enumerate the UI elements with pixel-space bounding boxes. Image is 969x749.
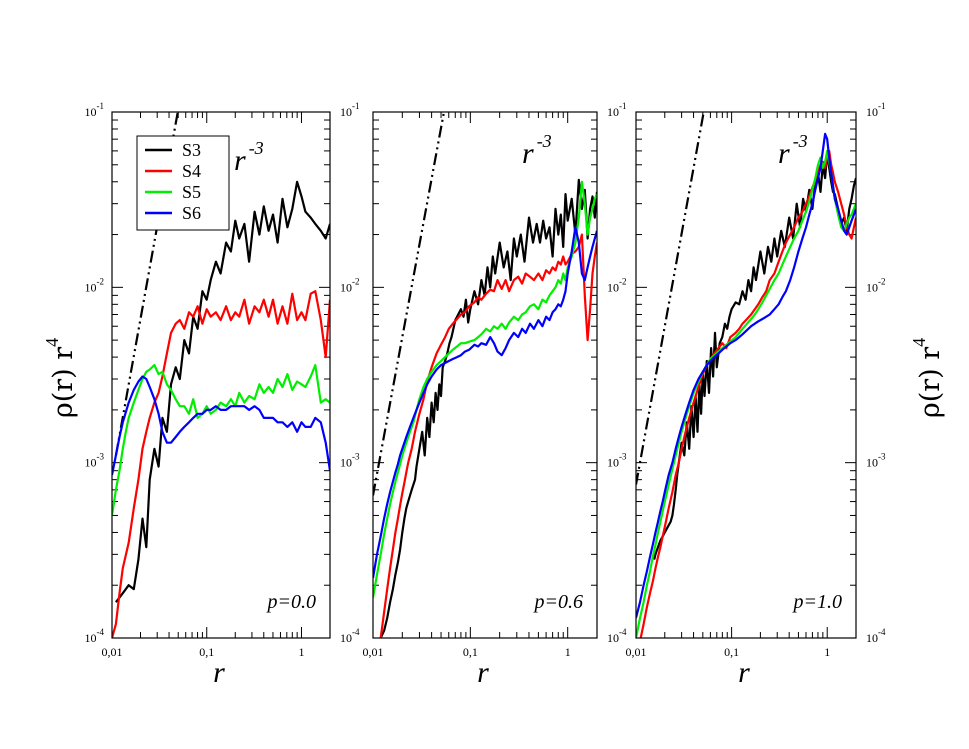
series-s4-line: [379, 233, 597, 638]
y-axis-label-right: ρ(r) r4: [909, 338, 946, 418]
x-axis-label: r: [738, 656, 750, 689]
y-axis-label-left: ρ(r) r4: [42, 338, 79, 418]
series-s6-line: [636, 132, 856, 619]
y-tick-label: 10-1: [866, 101, 886, 119]
legend-box: [136, 135, 230, 231]
y-tick-label: 10-3: [866, 452, 886, 470]
series-s6-line: [112, 375, 330, 476]
series-s6-line: [373, 226, 597, 579]
y-tick-label: 10-2: [340, 276, 360, 294]
panel-label: p=0.6: [533, 591, 584, 613]
panels: 0,01 0,1 1 10-4 10-4 10-3 10-3 10-2 10-2 10-1 10-1…: [85, 101, 886, 689]
plot-frame: [111, 111, 331, 639]
series-s5-line: [636, 149, 856, 638]
legend-label-s3: S3: [182, 140, 201, 160]
x-tick-label: 0,01: [102, 645, 123, 659]
series-s4-line: [112, 290, 330, 638]
y-tick-label: 10-1: [607, 101, 627, 119]
series-s3-line: [379, 178, 597, 638]
series-s4-line: [639, 149, 856, 638]
y-tick-label: 10-4: [866, 627, 886, 645]
y-tick-label: 10-4: [85, 627, 105, 645]
y-tick-label: 10-4: [607, 627, 627, 645]
legend-label-s5: S5: [182, 182, 201, 202]
x-tick-label: 1: [824, 645, 830, 659]
plot-frame: [372, 111, 598, 639]
reference-line: [636, 112, 705, 485]
x-tick-label: 0,1: [199, 645, 214, 659]
panel-label: p=0.0: [266, 591, 317, 613]
y-axis-label-text-right: ρ(r) r4: [909, 338, 946, 418]
x-tick-label: 0,01: [363, 645, 384, 659]
reference-label: r -3: [778, 131, 808, 170]
plot-frame: [635, 111, 857, 639]
x-axis-label: r: [213, 656, 225, 689]
y-tick-label: 10-3: [607, 452, 627, 470]
panel-label: p=1.0: [792, 591, 843, 613]
panel-1: 0,01 0,1 1 10-4 10-4 10-3 10-3 10-2 10-2 10-1 10-1…: [85, 101, 360, 689]
y-tick-label: 10-1: [340, 101, 360, 119]
reference-line: [114, 112, 179, 456]
y-tick-label: 10-4: [340, 627, 360, 645]
y-tick-label: 10-2: [607, 276, 627, 294]
x-tick-label: 1: [298, 645, 304, 659]
y-axis-label-text: ρ(r) r4: [42, 338, 79, 418]
panel-2: 0,01 0,1 1 10-4 10-3 10-2 10-1 r r -3 p=0.6: [363, 101, 627, 689]
series-s3-line: [115, 180, 330, 603]
y-tick-label: 10-2: [866, 276, 886, 294]
x-axis-label: r: [477, 656, 489, 689]
reference-label: r -3: [522, 131, 552, 170]
panel-3: 0,01 0,1 1 10-4 10-3 10-2 10-1 r r -3 p=1.0: [626, 101, 886, 689]
y-tick-label: 10-3: [85, 452, 105, 470]
y-tick-label: 10-3: [340, 452, 360, 470]
reference-line: [373, 112, 446, 496]
x-tick-label: 0,1: [724, 645, 739, 659]
legend-label-s6: S6: [182, 203, 201, 223]
series-s5-line: [373, 180, 597, 598]
y-tick-label: 10-1: [85, 101, 105, 119]
x-tick-label: 0,1: [463, 645, 478, 659]
y-tick-label: 10-2: [85, 276, 105, 294]
x-tick-label: 0,01: [626, 645, 647, 659]
reference-label: r -3: [234, 138, 264, 177]
legend-label-s4: S4: [182, 161, 201, 181]
x-tick-label: 1: [565, 645, 571, 659]
